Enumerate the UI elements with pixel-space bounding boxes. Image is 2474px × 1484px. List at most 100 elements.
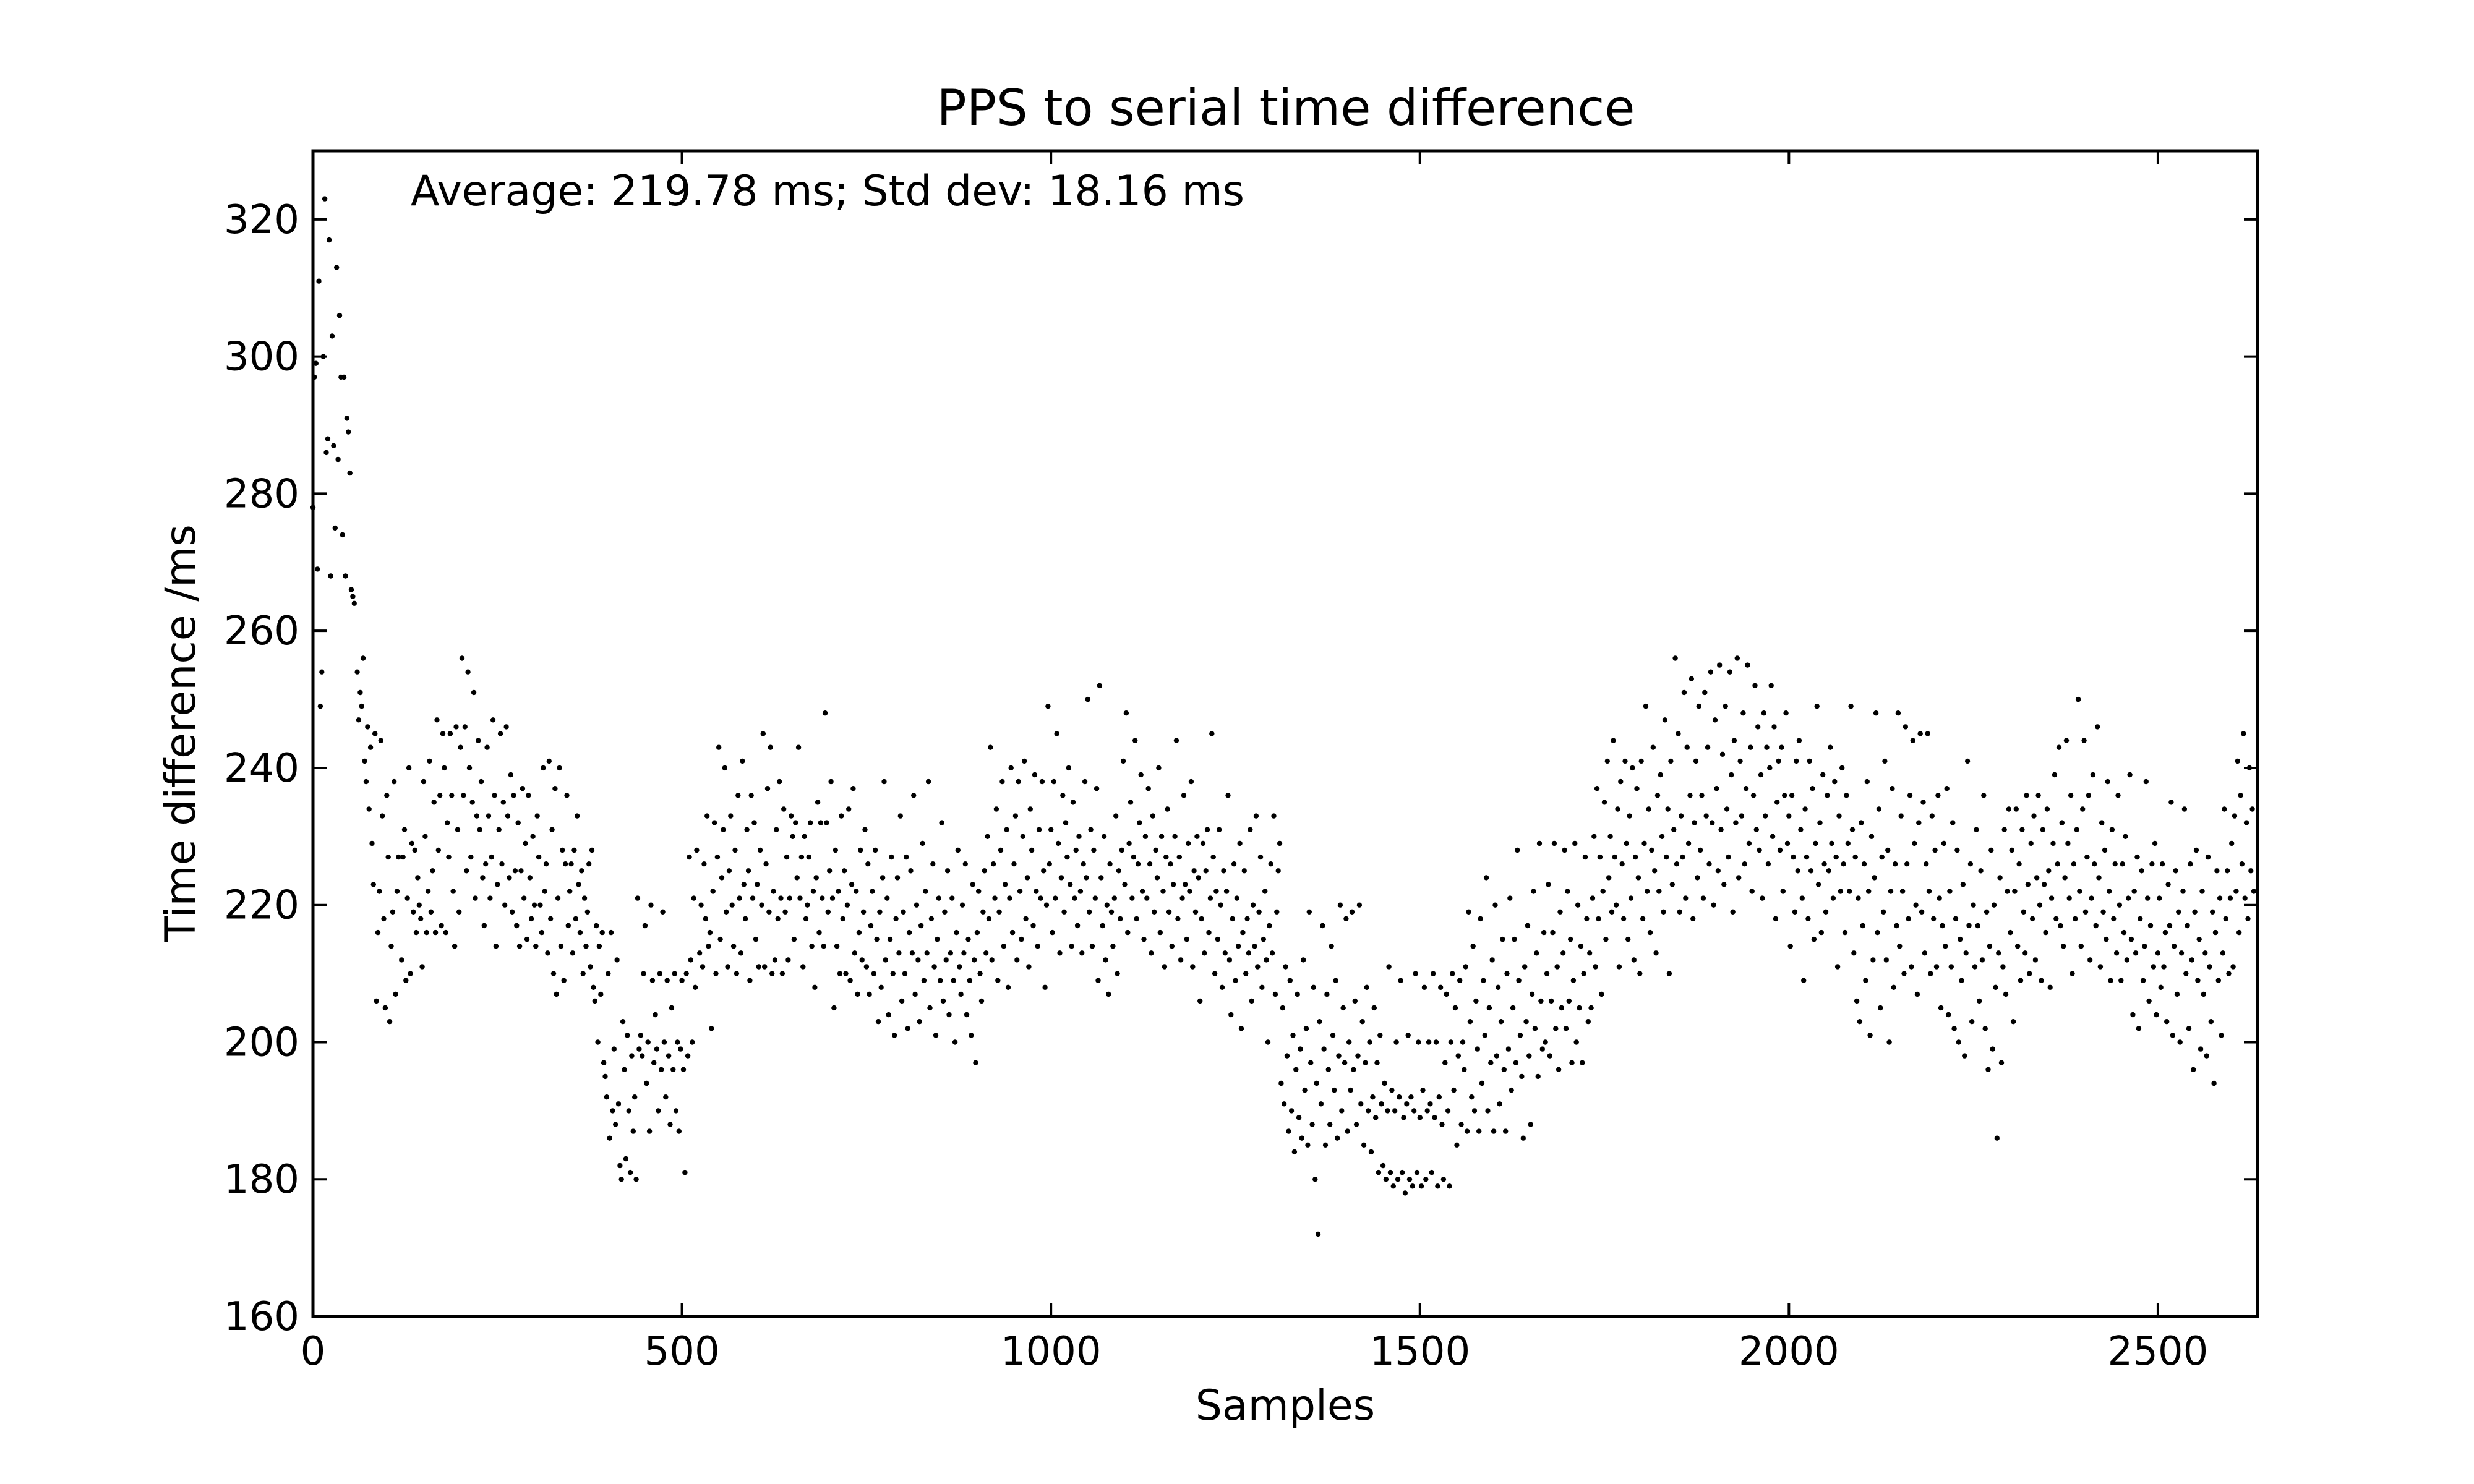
data-point [1147,861,1152,866]
data-point [1265,1039,1270,1044]
data-point [901,910,905,915]
data-point [2235,759,2240,764]
x-tick-label: 2000 [1739,1329,1839,1375]
data-point [751,820,756,825]
data-point [390,910,395,915]
data-point [1732,738,1737,743]
data-point [670,1067,675,1072]
data-point [1215,937,1220,942]
data-point [1633,855,1638,859]
data-point [1590,895,1595,900]
data-point [2213,930,2218,935]
data-point [2222,806,2227,811]
data-point [776,916,781,921]
data-point [446,855,451,859]
data-point [1841,861,1846,866]
data-point [1366,1108,1371,1113]
data-point [749,793,754,798]
data-point [641,971,646,976]
data-point [730,903,735,908]
data-point [711,889,716,893]
data-point [843,971,848,976]
data-point [2168,800,2173,804]
data-point [2160,861,2165,866]
data-point [1021,834,1025,839]
data-point [1586,1019,1591,1024]
data-point [492,793,497,798]
data-point [954,930,959,935]
data-point [1512,937,1517,942]
data-point [1663,717,1667,722]
data-point [1721,882,1726,887]
data-point [1731,910,1736,915]
data-point [1643,704,1648,709]
data-point [1686,841,1691,846]
data-point [1760,895,1765,900]
y-tick-label: 160 [224,1294,299,1340]
data-point [1499,1019,1504,1024]
data-point [2077,889,2082,893]
data-point [660,910,665,915]
data-point [323,450,328,455]
data-point [2199,889,2204,893]
data-point [1472,1108,1477,1113]
data-point [674,1108,678,1113]
data-point [761,731,766,736]
data-point [1326,1067,1331,1072]
data-point [405,895,410,900]
data-point [1090,944,1095,949]
data-point [1332,1088,1337,1093]
data-point [2011,1019,2016,1024]
data-point [1710,820,1714,825]
data-point [345,416,349,420]
data-point [1987,944,1992,949]
data-point [1509,1088,1514,1093]
data-point [811,889,816,893]
data-point [647,1128,652,1133]
data-point [1343,916,1348,921]
data-point [535,813,540,818]
data-point [511,793,516,798]
data-point [1345,1128,1350,1133]
data-point [1885,848,1890,853]
data-point [1667,971,1672,976]
data-point [874,937,879,942]
data-point [451,889,456,893]
data-point [1408,1094,1413,1099]
data-point [2142,944,2147,949]
data-point [2076,697,2081,702]
data-point [524,937,529,942]
data-point [559,944,563,949]
data-point [1373,1115,1378,1120]
data-point [1774,800,1779,804]
data-point [1912,841,1917,846]
data-point [1105,903,1110,908]
data-point [1903,724,1908,729]
data-point [2089,895,2094,900]
data-point [507,875,511,880]
data-point [1599,992,1604,997]
data-point [1813,841,1818,846]
data-point [1286,1128,1291,1133]
data-point [1980,957,1985,962]
data-point [1901,971,1906,976]
data-point [1801,978,1806,983]
data-point [1850,827,1855,832]
data-point [805,903,810,908]
data-point [1159,834,1164,839]
data-point [1860,923,1865,928]
data-point [857,930,862,935]
data-point [982,868,987,873]
data-point [1363,1060,1368,1065]
data-point [1406,1033,1411,1038]
data-point [2048,985,2053,990]
data-point [646,1039,651,1044]
data-point [1050,930,1055,935]
data-point [1577,1005,1582,1010]
data-point [2070,971,2074,976]
data-point [1724,806,1729,811]
data-point [1571,978,1576,983]
data-point [1016,779,1021,784]
data-point [777,779,782,784]
data-point [684,971,689,976]
